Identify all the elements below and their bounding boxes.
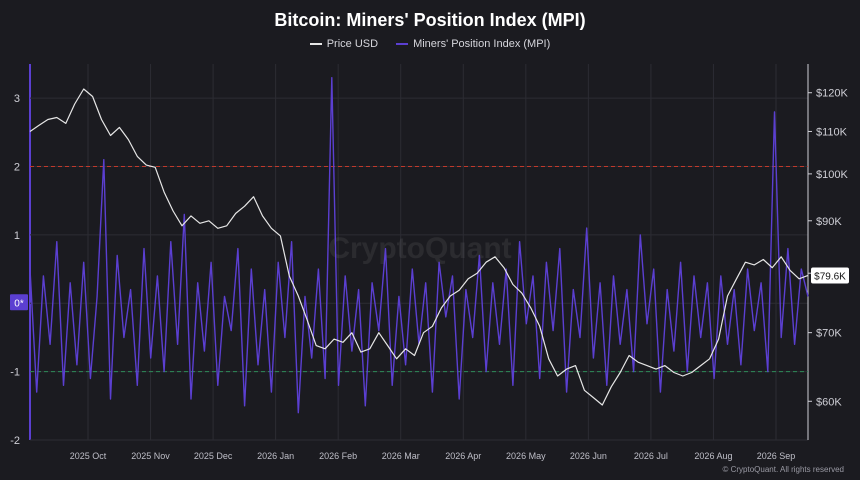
x-tick-label: 2026 Sep [757, 451, 796, 461]
x-tick-label: 2026 Jan [257, 451, 294, 461]
left-tick-label: 3 [14, 93, 20, 105]
chart-title: Bitcoin: Miners' Position Index (MPI) [274, 10, 586, 30]
left-tick-label: -2 [10, 435, 20, 447]
legend-swatch-mpi [396, 43, 409, 45]
legend-item-price[interactable]: Price USD [309, 38, 379, 50]
x-tick-label: 2025 Dec [194, 451, 233, 461]
right-tick-label: $120K [816, 88, 848, 100]
legend-label-mpi: Miners' Position Index (MPI) [413, 38, 551, 50]
watermark: CryptoQuant [328, 232, 511, 265]
x-tick-label: 2026 Aug [694, 451, 732, 461]
x-tick-label: 2026 Feb [319, 451, 357, 461]
x-tick-label: 2025 Nov [131, 451, 170, 461]
left-tick-label: 1 [14, 230, 20, 242]
right-tick-label: $70K [816, 328, 842, 340]
legend-swatch-price [309, 43, 322, 45]
legend: Price USD Miners' Position Index (MPI) [0, 38, 860, 50]
x-tick-label: 2026 May [506, 451, 546, 461]
right-tick-label: $100K [816, 169, 848, 181]
price-series-line [29, 88, 809, 406]
right-tick-label: $90K [816, 216, 842, 228]
last-price-badge [811, 267, 849, 284]
x-tick-label: 2025 Oct [70, 451, 107, 461]
x-tick-label: 2026 Mar [382, 451, 420, 461]
copyright-note: © CryptoQuant. All rights reserved [722, 465, 845, 474]
left-tick-label: -1 [10, 367, 20, 379]
left-tick-label: 2 [14, 162, 20, 174]
x-tick-label: 2026 Jun [570, 451, 607, 461]
right-tick-label: $60K [816, 396, 842, 408]
x-tick-label: 2026 Jul [634, 451, 668, 461]
zero-badge [10, 294, 28, 311]
x-tick-label: 2026 Apr [445, 451, 481, 461]
zero-badge-label: 0* [14, 298, 24, 309]
right-tick-label: $110K [816, 126, 848, 138]
last-price-label: $79.6K [814, 271, 846, 282]
legend-label-price: Price USD [326, 38, 379, 50]
legend-item-mpi[interactable]: Miners' Position Index (MPI) [396, 38, 550, 50]
